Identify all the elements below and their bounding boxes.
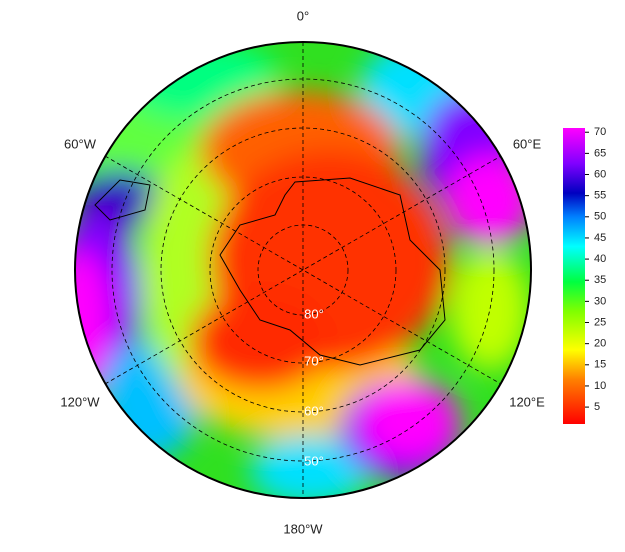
lat-label: 70° bbox=[304, 353, 324, 368]
lon-label: 120°W bbox=[60, 394, 100, 409]
lon-label: 60°E bbox=[513, 136, 542, 151]
colorbar-tick-label: 35 bbox=[594, 274, 606, 286]
colorbar-tick-label: 30 bbox=[594, 295, 606, 307]
colorbar bbox=[563, 128, 585, 424]
colorbar-tick-label: 5 bbox=[594, 401, 600, 413]
colorbar-tick-label: 40 bbox=[594, 253, 606, 265]
lon-label: 60°W bbox=[64, 136, 97, 151]
colorbar-tick-label: 20 bbox=[594, 338, 606, 350]
field bbox=[75, 42, 531, 498]
colorbar-tick-label: 45 bbox=[594, 232, 606, 244]
colorbar-tick-label: 10 bbox=[594, 380, 606, 392]
lon-label: 120°E bbox=[509, 394, 545, 409]
lat-label: 50° bbox=[304, 453, 324, 468]
colorbar-tick-label: 15 bbox=[594, 359, 606, 371]
map-border bbox=[74, 41, 532, 499]
colorbar-tick-label: 60 bbox=[594, 168, 606, 180]
lon-label: 0° bbox=[297, 8, 309, 23]
lat-label: 60° bbox=[304, 403, 324, 418]
colorbar-tick-label: 55 bbox=[594, 190, 606, 202]
colorbar-tick-label: 50 bbox=[594, 211, 606, 223]
lon-label: 180°W bbox=[283, 521, 323, 536]
colorbar-tick-label: 70 bbox=[594, 126, 606, 138]
lat-label: 80° bbox=[304, 306, 324, 321]
colorbar-tick-label: 25 bbox=[594, 316, 606, 328]
colorbar-tick-label: 65 bbox=[594, 147, 606, 159]
